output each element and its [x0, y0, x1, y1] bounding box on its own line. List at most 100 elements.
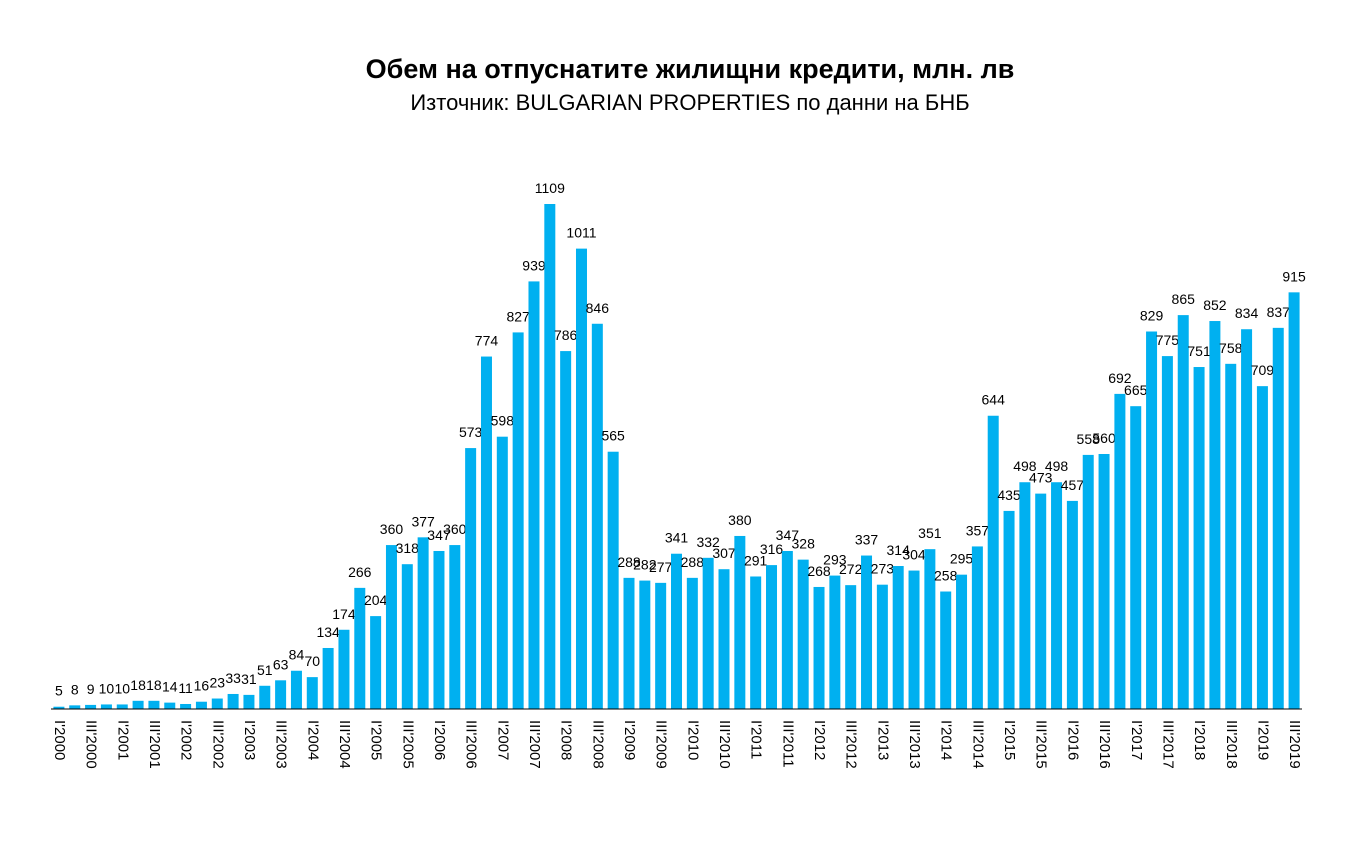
x-tick-label: III'2018	[1223, 720, 1240, 769]
bar	[290, 670, 302, 709]
bar	[1241, 329, 1253, 709]
value-label: 351	[918, 525, 942, 541]
bar	[528, 281, 540, 709]
bar	[211, 698, 223, 709]
bar	[259, 685, 271, 709]
x-tick-label: III'2011	[779, 720, 796, 768]
value-label: 498	[1013, 458, 1037, 474]
bar	[53, 706, 65, 709]
value-label: 380	[728, 512, 752, 528]
x-tick-label: I'2003	[241, 720, 258, 760]
value-label: 295	[950, 551, 974, 567]
bar	[322, 647, 334, 709]
value-label: 293	[823, 552, 847, 568]
value-label: 347	[427, 527, 451, 543]
value-label: 10	[114, 680, 130, 696]
value-label: 837	[1267, 304, 1291, 320]
value-label: 63	[273, 656, 289, 672]
bar	[655, 582, 667, 709]
bar	[85, 704, 97, 709]
value-label: 473	[1029, 470, 1053, 486]
x-tick-label: I'2002	[178, 720, 195, 760]
bar	[575, 248, 587, 709]
bar	[1177, 315, 1189, 709]
bar	[1114, 393, 1126, 709]
bar	[1288, 292, 1300, 709]
value-label: 360	[443, 521, 467, 537]
value-label: 11	[178, 680, 193, 696]
value-label: 827	[506, 308, 530, 324]
value-label: 341	[665, 530, 689, 546]
value-label: 751	[1187, 343, 1211, 359]
bar	[433, 550, 445, 709]
x-tick-label: I'2013	[874, 720, 891, 760]
bar	[734, 535, 746, 709]
x-tick-label: I'2017	[1128, 720, 1145, 760]
bar	[956, 574, 968, 709]
x-tick-label: I'2015	[1001, 720, 1018, 760]
bar	[1098, 453, 1110, 709]
bar	[1193, 367, 1205, 709]
x-tick-label: I'2007	[494, 720, 511, 760]
x-tick-label: I'2014	[938, 720, 955, 760]
bar	[750, 576, 762, 709]
bar	[338, 629, 350, 709]
bar	[195, 701, 207, 709]
value-label: 337	[855, 532, 879, 548]
bar	[417, 537, 429, 709]
x-tick-label: III'2013	[906, 720, 923, 769]
bar	[354, 587, 366, 709]
value-label: 360	[380, 521, 404, 537]
bar	[987, 415, 999, 709]
bar	[1209, 321, 1221, 709]
bar	[385, 545, 397, 709]
value-label: 498	[1045, 458, 1069, 474]
bar	[1051, 482, 1063, 709]
bar	[861, 555, 873, 709]
value-label: 774	[475, 333, 499, 349]
x-tick-label: I'2000	[51, 720, 68, 760]
value-label: 277	[649, 559, 673, 575]
bar	[1019, 482, 1031, 709]
bar	[116, 704, 128, 709]
value-label: 134	[316, 624, 340, 640]
bar	[148, 700, 160, 709]
bar	[702, 557, 714, 709]
bar	[971, 546, 983, 709]
bar	[243, 694, 255, 709]
x-tick-label: III'2012	[843, 720, 860, 769]
x-tick-label: I'2018	[1191, 720, 1208, 760]
value-label: 70	[304, 653, 320, 669]
bar	[1082, 454, 1094, 709]
x-tick-label: III'2000	[83, 720, 100, 769]
value-label: 347	[776, 527, 800, 543]
bar	[275, 680, 287, 709]
value-label: 786	[554, 327, 578, 343]
value-label: 834	[1235, 305, 1259, 321]
value-label: 288	[617, 554, 641, 570]
value-label: 915	[1282, 268, 1306, 284]
value-label: 268	[807, 563, 831, 579]
bar	[797, 559, 809, 709]
x-tick-label: I'2005	[368, 720, 385, 760]
bar	[845, 585, 857, 709]
x-tick-label: III'2007	[526, 720, 543, 769]
x-tick-label: I'2012	[811, 720, 828, 760]
bar	[1161, 356, 1173, 709]
bar	[480, 356, 492, 709]
value-label: 846	[586, 300, 610, 316]
value-label: 644	[982, 392, 1006, 408]
x-tick-label: III'2019	[1286, 720, 1303, 769]
value-label: 852	[1203, 297, 1227, 313]
bar	[686, 577, 698, 709]
value-label: 709	[1251, 362, 1275, 378]
value-label: 573	[459, 424, 483, 440]
bar	[1003, 510, 1015, 709]
bar	[1146, 331, 1158, 709]
value-label: 18	[146, 677, 162, 693]
x-tick-label: I'2006	[431, 720, 448, 760]
bar	[940, 591, 952, 709]
value-label: 560	[1092, 430, 1116, 446]
x-tick-label: III'2009	[653, 720, 670, 769]
